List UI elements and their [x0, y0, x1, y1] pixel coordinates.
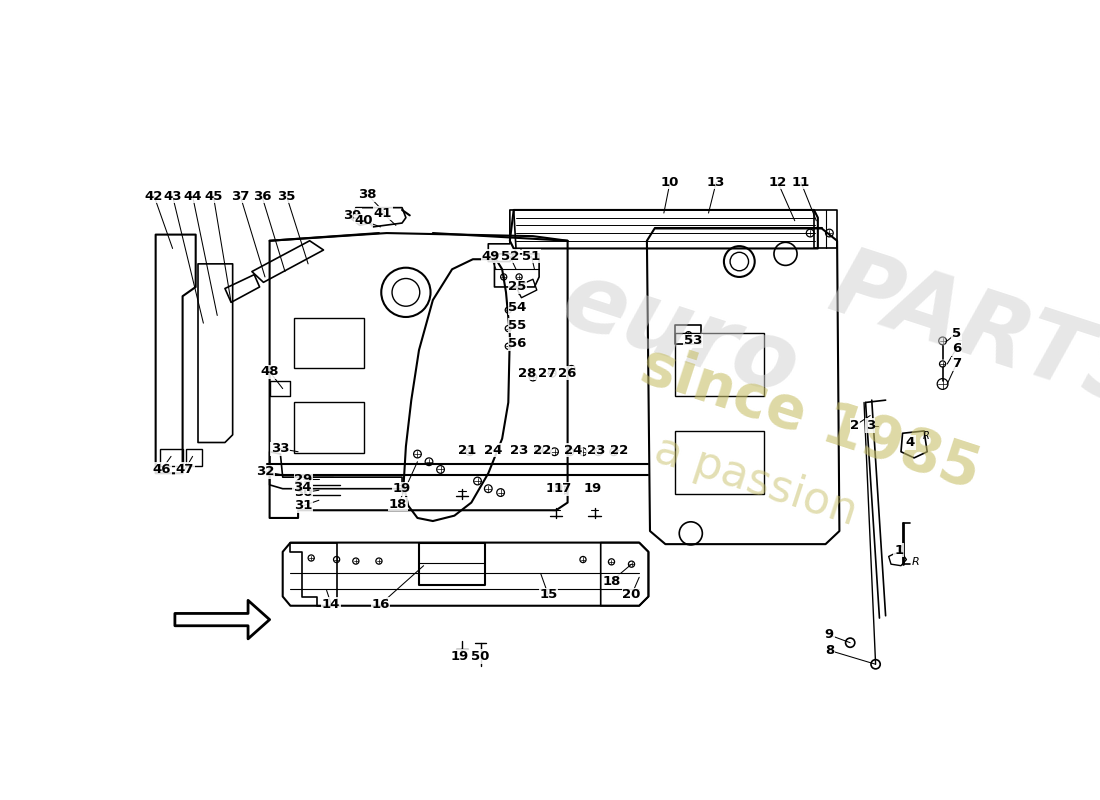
Text: 34: 34 — [293, 481, 311, 494]
Bar — [295, 402, 363, 453]
Text: 53: 53 — [684, 334, 702, 347]
Text: 26: 26 — [559, 366, 576, 380]
Text: euro: euro — [551, 254, 810, 416]
Text: 46: 46 — [153, 463, 172, 476]
Text: PARTS: PARTS — [818, 239, 1100, 430]
Text: 30: 30 — [294, 486, 312, 499]
Text: 31: 31 — [295, 499, 312, 512]
Text: 18: 18 — [603, 574, 620, 587]
Text: 19: 19 — [451, 650, 469, 663]
Text: 51: 51 — [522, 250, 540, 262]
Text: 19: 19 — [584, 482, 602, 495]
Text: 16: 16 — [372, 598, 389, 610]
Text: 20: 20 — [623, 589, 640, 602]
Text: 4: 4 — [905, 436, 915, 449]
Bar — [295, 318, 363, 368]
Text: 17: 17 — [553, 482, 571, 495]
Text: 37: 37 — [231, 190, 250, 202]
Text: 35: 35 — [277, 190, 296, 202]
Bar — [675, 333, 763, 396]
Text: 27: 27 — [538, 366, 556, 380]
Text: 24: 24 — [484, 444, 502, 457]
Text: 48: 48 — [261, 365, 279, 378]
Text: 41: 41 — [374, 206, 392, 219]
Text: since 1985: since 1985 — [634, 338, 987, 501]
Text: 33: 33 — [271, 442, 289, 455]
Text: 45: 45 — [205, 190, 222, 202]
Text: 28: 28 — [518, 366, 536, 380]
Text: 6: 6 — [952, 342, 961, 355]
Text: 14: 14 — [322, 598, 340, 610]
Text: 23: 23 — [587, 444, 605, 457]
Text: 24: 24 — [564, 444, 582, 457]
Text: 15: 15 — [539, 589, 558, 602]
Text: 56: 56 — [508, 338, 527, 350]
Text: 7: 7 — [952, 358, 961, 370]
Text: 12: 12 — [769, 176, 786, 189]
Text: 43: 43 — [163, 190, 182, 202]
Text: 38: 38 — [359, 188, 376, 201]
Text: 40: 40 — [354, 214, 373, 227]
Text: R: R — [923, 431, 930, 442]
Text: 3: 3 — [866, 419, 874, 432]
Text: R: R — [912, 557, 920, 567]
Text: 29: 29 — [295, 473, 312, 486]
Text: 54: 54 — [508, 302, 527, 314]
Text: 22: 22 — [610, 444, 628, 457]
Text: 23: 23 — [510, 444, 528, 457]
Bar — [186, 449, 202, 466]
Text: 13: 13 — [707, 176, 725, 189]
Text: 49: 49 — [482, 250, 499, 262]
Text: 19: 19 — [393, 482, 411, 495]
Text: 32: 32 — [256, 466, 274, 478]
Text: 2: 2 — [850, 419, 859, 432]
Polygon shape — [175, 600, 270, 639]
Text: 5: 5 — [952, 326, 961, 340]
Text: 42: 42 — [145, 190, 163, 202]
Text: 36: 36 — [253, 190, 272, 202]
Bar — [160, 449, 183, 466]
Text: 18: 18 — [389, 498, 407, 510]
Text: 47: 47 — [176, 463, 194, 476]
Text: 11: 11 — [792, 176, 810, 189]
Text: 44: 44 — [184, 190, 202, 202]
Text: 25: 25 — [508, 281, 527, 294]
Text: 9: 9 — [825, 629, 834, 642]
Text: 21: 21 — [459, 444, 476, 457]
Text: 1: 1 — [894, 544, 903, 557]
Text: 39: 39 — [343, 209, 361, 222]
Bar — [675, 431, 763, 494]
Text: 22: 22 — [534, 444, 551, 457]
Text: 55: 55 — [508, 319, 527, 332]
Text: 10: 10 — [661, 176, 679, 189]
Text: 8: 8 — [825, 644, 834, 657]
Text: 50: 50 — [472, 650, 490, 663]
Text: a passion: a passion — [649, 428, 864, 534]
Text: 52: 52 — [500, 250, 519, 262]
Text: 19: 19 — [546, 482, 563, 495]
